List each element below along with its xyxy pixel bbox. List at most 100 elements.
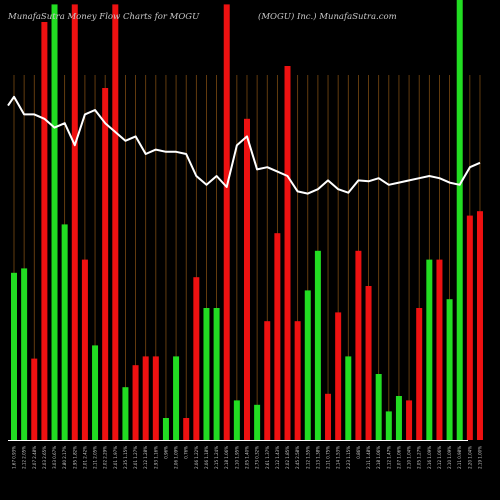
bar-8: [81, 259, 88, 440]
bar-41: [416, 308, 423, 440]
bar-4: [41, 22, 48, 440]
bar-27: [274, 233, 281, 440]
x-tick-label-25: 2.73 0.32%: [255, 446, 260, 469]
x-tick-label-2: 2.12 2.05%: [22, 446, 27, 469]
bar-32: [325, 393, 332, 440]
bar-20: [203, 308, 210, 440]
bar-25: [254, 404, 261, 440]
x-tick-label-42: 2.16 1.09%: [427, 446, 432, 469]
bar-5: [51, 4, 58, 441]
bar-22: [223, 4, 230, 441]
bar-44: [446, 299, 453, 440]
bar-43: [436, 259, 443, 440]
x-tick-label-32: 2.11 0.75%: [326, 446, 331, 469]
x-tick-label-29: 2.45 2.58%: [295, 446, 300, 469]
bar-46: [466, 215, 473, 440]
money-flow-line: [7, 95, 481, 195]
bar-37: [375, 374, 382, 440]
x-tick-label-28: 2.02 1.85%: [285, 446, 290, 469]
x-tick-label-41: 2.05 1.27%: [417, 446, 422, 469]
x-tick-label-26: 2.61 1.37%: [265, 446, 270, 469]
x-tick-label-23: 2.10 1.95%: [234, 446, 239, 469]
x-tick-label-31: 2.13 1.38%: [315, 446, 320, 469]
bar-11: [112, 4, 119, 441]
x-tick-label-34: 2.23 1.15%: [346, 446, 351, 469]
bar-1: [11, 272, 17, 440]
x-tick-label-44: 2.10 1.09%: [447, 446, 452, 469]
bar-7: [71, 4, 78, 441]
x-tick-label-40: 2.10 1.04%: [407, 446, 412, 469]
bar-45: [456, 0, 463, 440]
bar-34: [345, 356, 352, 440]
bar-29: [294, 321, 301, 440]
x-tick-label-39: 2.07 1.06%: [396, 446, 401, 469]
bar-35: [355, 250, 362, 440]
bar-26: [264, 321, 271, 440]
bar-15: [152, 356, 159, 440]
x-tick-label-5: 3.03 0.67%: [52, 446, 57, 469]
bar-14: [142, 356, 149, 440]
bar-9: [92, 345, 99, 440]
x-tick-label-6: 2.80 2.17%: [62, 446, 67, 469]
x-tick-label-1: 1.67 0.93%: [12, 446, 17, 469]
x-tick-label-14: 2.12 1.28%: [143, 446, 148, 469]
bar-12: [122, 387, 129, 440]
x-tick-label-20: 2.06 1.18%: [204, 446, 209, 469]
x-tick-label-19: 2.06 1.22%: [194, 446, 199, 469]
x-tick-label-24: 2.05 1.40%: [244, 446, 249, 469]
x-tick-label-33: 2.14 1.53%: [336, 446, 341, 469]
bar-3: [31, 358, 38, 440]
x-tick-label-10: 2.02 2.29%: [103, 446, 108, 469]
bar-10: [102, 88, 109, 440]
x-tick-label-47: 2.19 1.00%: [477, 446, 482, 469]
x-tick-label-46: 2.20 1.04%: [467, 446, 472, 469]
x-tick-label-38: 2.12 1.47%: [386, 446, 391, 469]
x-tick-labels: 1.67 0.93% 2.12 2.05% 2.07 2.48% 2.03 2.65%…: [12, 446, 483, 469]
bar-38: [385, 411, 392, 440]
bar-39: [395, 396, 402, 440]
x-tick-label-45: 2.11 0.98%: [457, 446, 462, 469]
bar-21: [213, 308, 220, 440]
x-tick-label-27: 2.12 1.43%: [275, 446, 280, 469]
bar-17: [173, 356, 180, 440]
x-tick-label-30: 2.12 1.55%: [305, 446, 310, 469]
x-tick-label-4: 2.03 2.65%: [42, 446, 47, 469]
bar-series: [11, 0, 483, 441]
bar-2: [21, 268, 28, 440]
x-tick-label-18: 0.76%: [184, 446, 189, 459]
bar-24: [243, 118, 250, 441]
x-tick-label-43: 2.12 1.06%: [437, 446, 442, 469]
x-tick-label-17: 2.06 1.09%: [174, 446, 179, 469]
x-tick-label-3: 2.07 2.48%: [32, 446, 37, 469]
x-tick-label-15: 2.93 1.16%: [153, 446, 158, 469]
bar-42: [426, 259, 433, 440]
x-tick-label-22: 2.18 1.06%: [224, 446, 229, 469]
bar-33: [335, 312, 342, 440]
bar-18: [183, 418, 190, 440]
bar-16: [162, 418, 169, 440]
x-tick-label-7: 2.95 1.82%: [72, 446, 77, 469]
x-tick-label-37: 2.18 1.06%: [376, 446, 381, 469]
bar-36: [365, 286, 372, 440]
bar-19: [193, 277, 200, 440]
x-tick-label-8: 2.01 2.42%: [82, 446, 87, 469]
x-tick-label-36: 2.11 1.48%: [366, 446, 371, 469]
x-tick-label-9: 2.11 2.05%: [93, 446, 98, 469]
chart-subtitle: (MOGU) Inc.) MunafaSutra.com: [258, 11, 397, 22]
x-tick-label-35: 0.86%: [356, 446, 361, 459]
bar-23: [233, 400, 240, 440]
bar-31: [314, 250, 321, 440]
chart-title: MunafaSutra Money Flow Charts for MOGU: [7, 12, 200, 22]
x-tick-label-16: 0.96%: [163, 446, 168, 459]
bar-13: [132, 365, 139, 440]
x-tick-label-11: 2.01 1.97%: [113, 446, 118, 469]
x-tick-label-13: 2.01 1.27%: [133, 446, 138, 469]
x-tick-label-12: 2.35 1.15%: [123, 446, 128, 469]
bar-47: [476, 211, 483, 440]
x-tick-label-21: 2.15 1.24%: [214, 446, 219, 469]
money-flow-line-layer: [7, 95, 481, 195]
bar-30: [304, 290, 311, 440]
bar-28: [284, 66, 291, 440]
